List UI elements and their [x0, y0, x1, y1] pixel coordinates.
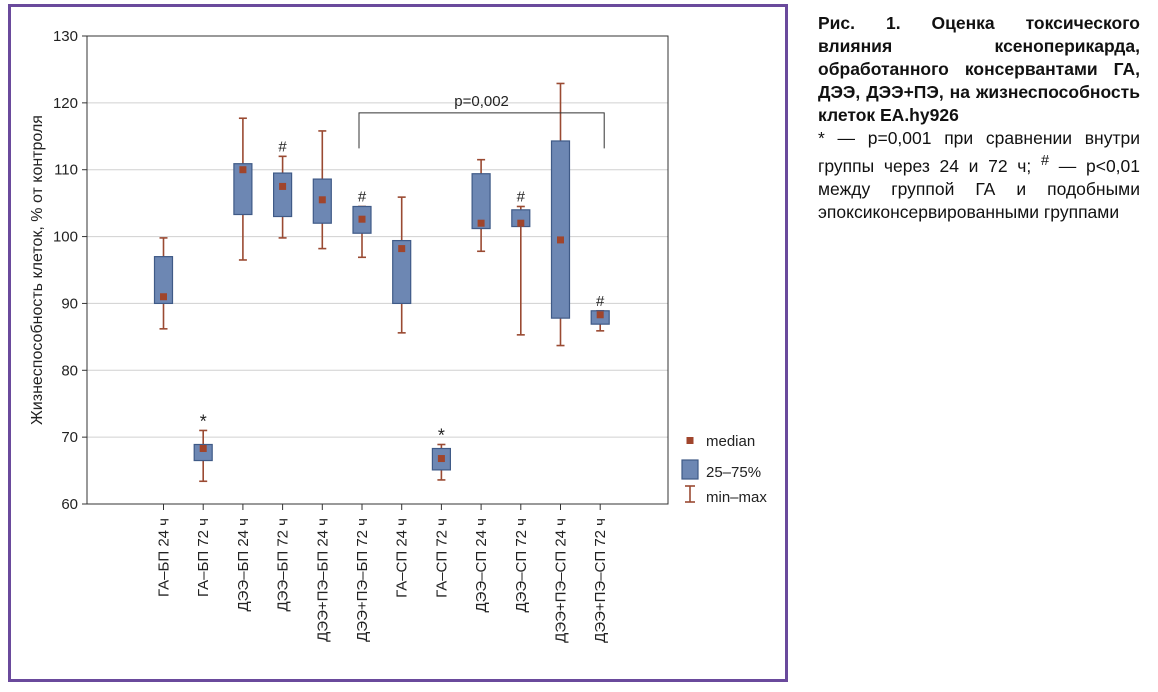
median-marker — [239, 166, 247, 174]
x-tick-label: ГА–СП 24 ч — [394, 518, 411, 598]
y-tick-label: 110 — [54, 162, 78, 179]
iqr-box — [233, 163, 253, 216]
iqr-box — [273, 172, 293, 218]
bracket-label: p=0,002 — [454, 93, 509, 110]
hash-marker: # — [517, 188, 526, 205]
x-tick-label: ДЭЭ+ПЭ–СП 72 ч — [592, 518, 609, 643]
median-marker — [160, 293, 167, 301]
x-tick-label: ДЭЭ–СП 72 ч — [513, 518, 530, 613]
x-tick-label: ДЭЭ+ПЭ–БП 24 ч — [314, 518, 331, 642]
x-tick-label: ДЭЭ–СП 24 ч — [473, 518, 490, 613]
asterisk-marker: * — [200, 411, 207, 431]
hash-marker: # — [278, 138, 287, 155]
iqr-box — [193, 443, 213, 462]
x-tick-label: ГА–БП 24 ч — [156, 518, 173, 597]
median-marker — [199, 445, 207, 453]
y-tick-label: 80 — [61, 362, 78, 379]
asterisk-marker: * — [438, 425, 445, 445]
plot-area — [86, 35, 669, 505]
median-marker — [318, 196, 326, 204]
legend-whisker-label: min–max — [706, 489, 767, 506]
x-tick-label: ДЭЭ+ПЭ–БП 72 ч — [354, 518, 371, 642]
legend-box-label: 25–75% — [706, 464, 761, 481]
caption-note-sup: # — [1040, 153, 1050, 169]
y-tick-label: 70 — [61, 429, 78, 446]
figure-frame — [8, 4, 788, 682]
y-axis-label: Жизнеспособность клеток, % от контроля — [29, 115, 46, 425]
x-tick-label: ДЭЭ–БП 24 ч — [235, 518, 252, 612]
median-marker — [398, 245, 406, 253]
y-tick-label: 120 — [53, 95, 78, 112]
caption-title: Рис. 1. Оценка токсического влияния ксен… — [818, 13, 1140, 125]
median-marker — [279, 182, 287, 190]
y-tick-label: 90 — [61, 295, 78, 312]
median-marker — [517, 219, 525, 227]
x-tick-label: ДЭЭ–БП 72 ч — [275, 518, 292, 612]
legend-median-swatch — [686, 437, 694, 444]
hash-marker: # — [596, 293, 605, 310]
median-marker — [596, 311, 604, 319]
x-tick-label: ДЭЭ+ПЭ–СП 24 ч — [553, 518, 570, 643]
legend-box-swatch — [681, 459, 699, 480]
median-marker — [477, 219, 485, 227]
y-tick-label: 60 — [61, 496, 78, 513]
median-marker — [557, 236, 564, 244]
caption-note-1: * — p=0,001 при сравнении внутри группы … — [818, 128, 1140, 176]
significance-bracket — [358, 112, 605, 149]
iqr-box — [471, 173, 491, 230]
iqr-box — [392, 239, 412, 305]
legend-median-label: median — [706, 433, 755, 450]
iqr-box — [153, 256, 174, 305]
x-tick-label: ГА–СП 72 ч — [433, 518, 450, 598]
iqr-box — [550, 140, 571, 319]
y-tick-label: 130 — [53, 28, 78, 45]
box-plot-chart: 60 70 80 90 100 110 120 130 Жизнеспособность кле… — [29, 28, 767, 643]
figure-caption: Рис. 1. Оценка токсического влияния ксен… — [818, 12, 1140, 224]
caption-note-2: — p<0,01 между группой ГА и подобными эп… — [818, 155, 1140, 222]
y-tick-label: 100 — [53, 229, 78, 246]
x-tick-label: ГА–БП 72 ч — [195, 518, 212, 597]
median-marker — [437, 455, 445, 463]
median-marker — [358, 215, 366, 223]
hash-marker: # — [358, 188, 367, 205]
